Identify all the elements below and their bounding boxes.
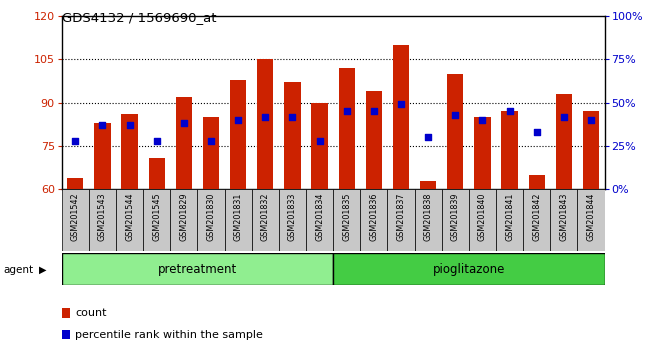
Bar [447, 74, 463, 189]
Text: GSM201838: GSM201838 [424, 193, 433, 241]
Text: GSM201544: GSM201544 [125, 193, 134, 241]
Text: GSM201840: GSM201840 [478, 193, 487, 241]
Bar [523, 189, 551, 251]
Text: GSM201829: GSM201829 [179, 193, 188, 241]
Point [369, 108, 379, 114]
Point [124, 122, 135, 128]
Point [341, 108, 352, 114]
Bar [62, 189, 89, 251]
Text: count: count [75, 308, 107, 318]
Text: GSM201844: GSM201844 [586, 193, 595, 241]
Point [260, 114, 270, 119]
Point [477, 117, 488, 123]
Text: percentile rank within the sample: percentile rank within the sample [75, 330, 263, 339]
Bar [62, 253, 333, 285]
Text: GSM201839: GSM201839 [450, 193, 460, 241]
Bar [496, 189, 523, 251]
Bar [252, 189, 279, 251]
Bar [225, 189, 252, 251]
Point [287, 114, 298, 119]
Bar [170, 189, 198, 251]
Bar [333, 189, 360, 251]
Point [423, 135, 434, 140]
Text: GDS4132 / 1569690_at: GDS4132 / 1569690_at [62, 11, 216, 24]
Bar [94, 123, 111, 189]
Bar [387, 189, 415, 251]
Bar [366, 91, 382, 189]
Text: GSM201542: GSM201542 [71, 193, 80, 241]
Bar [333, 253, 604, 285]
Text: GSM201830: GSM201830 [207, 193, 216, 241]
Text: pretreatment: pretreatment [158, 263, 237, 275]
Point [98, 122, 108, 128]
Point [558, 114, 569, 119]
Bar [415, 189, 442, 251]
Bar [469, 189, 496, 251]
Text: GSM201837: GSM201837 [396, 193, 406, 241]
Point [586, 117, 596, 123]
Bar [67, 178, 83, 189]
Bar [360, 189, 387, 251]
Bar [311, 103, 328, 189]
Bar [550, 189, 577, 251]
Bar [230, 80, 246, 189]
Point [450, 112, 460, 118]
Point [315, 138, 325, 144]
Text: GSM201843: GSM201843 [559, 193, 568, 241]
Bar [149, 158, 165, 189]
Point [179, 121, 189, 126]
Point [233, 117, 243, 123]
Text: GSM201834: GSM201834 [315, 193, 324, 241]
Bar [176, 97, 192, 189]
Text: GSM201842: GSM201842 [532, 193, 541, 241]
Bar [556, 94, 572, 189]
Bar [89, 189, 116, 251]
Text: GSM201841: GSM201841 [505, 193, 514, 241]
Text: GSM201832: GSM201832 [261, 193, 270, 241]
Bar [528, 175, 545, 189]
Bar [257, 59, 274, 189]
Point [206, 138, 216, 144]
Bar [339, 68, 355, 189]
Text: GSM201836: GSM201836 [369, 193, 378, 241]
Bar [474, 117, 491, 189]
Bar [420, 181, 436, 189]
Bar [116, 189, 143, 251]
Text: GSM201543: GSM201543 [98, 193, 107, 241]
Text: ▶: ▶ [39, 265, 47, 275]
Text: agent: agent [3, 265, 33, 275]
Point [396, 102, 406, 107]
Bar [393, 45, 409, 189]
Bar [122, 114, 138, 189]
Text: pioglitazone: pioglitazone [433, 263, 505, 275]
Point [504, 108, 515, 114]
Text: GSM201833: GSM201833 [288, 193, 297, 241]
Point [151, 138, 162, 144]
Point [70, 138, 81, 144]
Bar [583, 111, 599, 189]
Bar [143, 189, 170, 251]
Bar [198, 189, 225, 251]
Bar [284, 82, 300, 189]
Text: GSM201545: GSM201545 [152, 193, 161, 241]
Point [532, 129, 542, 135]
Bar [279, 189, 306, 251]
Text: GSM201835: GSM201835 [342, 193, 351, 241]
Bar [306, 189, 333, 251]
Bar [203, 117, 219, 189]
Bar [577, 189, 605, 251]
Bar [501, 111, 517, 189]
Text: GSM201831: GSM201831 [233, 193, 242, 241]
Bar [442, 189, 469, 251]
